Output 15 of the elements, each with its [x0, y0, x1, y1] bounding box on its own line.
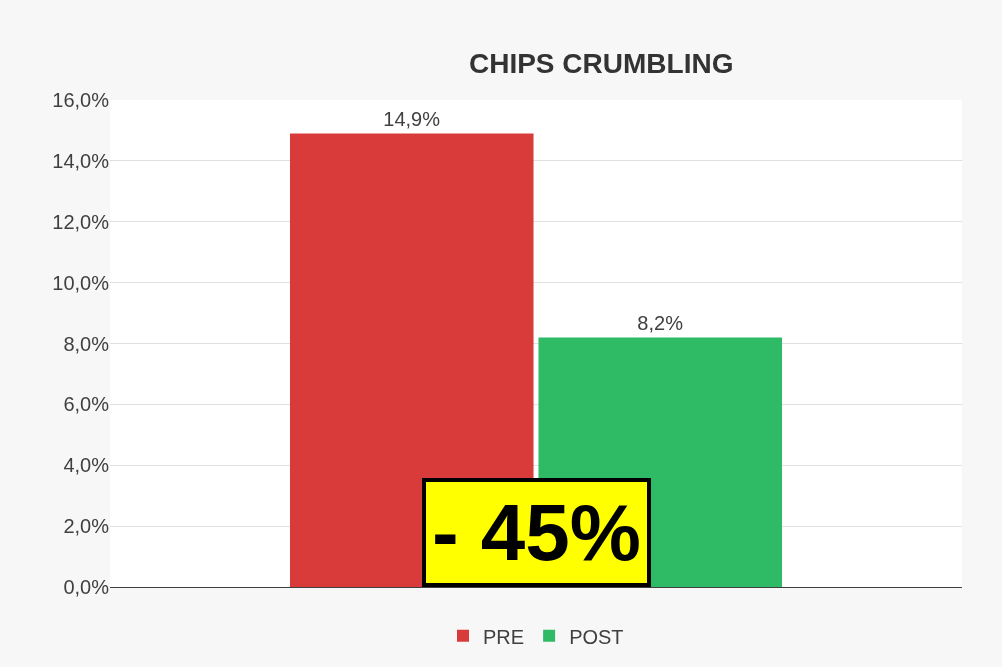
annotation: - 45%: [432, 488, 641, 577]
y-tick-label: 6,0%: [63, 393, 110, 416]
y-tick-label: 0,0%: [63, 576, 110, 598]
data-label: 8,2%: [637, 312, 684, 335]
y-tick-label: 12,0%: [52, 210, 110, 233]
legend-label: POST: [569, 625, 624, 648]
y-tick-label: 8,0%: [63, 332, 110, 355]
y-tick-label: 16,0%: [52, 89, 110, 111]
y-tick-label: 14,0%: [52, 149, 110, 172]
y-tick-label: 10,0%: [52, 271, 110, 294]
legend-label: PRE: [483, 625, 525, 648]
data-label: 14,9%: [383, 108, 441, 131]
chart-title: CHIPS CRUMBLING: [468, 47, 734, 79]
y-tick-label: 2,0%: [63, 515, 110, 538]
y-tick-label: 4,0%: [63, 454, 110, 477]
